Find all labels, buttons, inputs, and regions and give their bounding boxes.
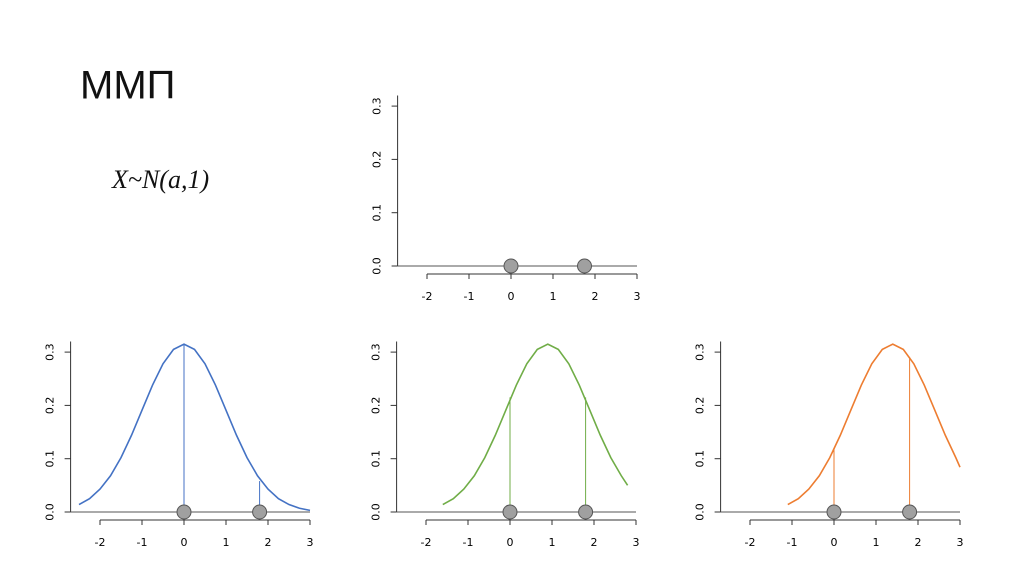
point [578,504,594,520]
y-tick-label: 0.2 [371,151,384,169]
x-tick-label: 3 [957,536,964,549]
x-tick-label: -2 [421,536,432,549]
y-tick-label: 0.2 [370,397,383,415]
point [176,504,192,520]
y-tick-label: 0.2 [44,397,57,415]
x-tick-label: 1 [223,536,230,549]
point [826,504,842,520]
x-tick-label: 3 [634,290,641,303]
x-tick-label: 0 [181,536,188,549]
point [577,258,592,274]
density-curve [78,343,311,512]
x-tick-label: -1 [787,536,798,549]
density-curve [787,343,961,506]
slide-title: ММП [80,64,175,108]
point [502,504,518,520]
y-tick-label: 0.3 [44,343,57,361]
x-tick-label: 1 [873,536,880,549]
point [252,504,268,520]
y-tick-label: 0.0 [694,503,707,521]
point [503,258,519,274]
x-tick-label: 0 [508,290,515,303]
x-tick-label: 1 [549,536,556,549]
y-tick-label: 0.2 [694,397,707,415]
point [902,504,918,520]
x-tick-label: 0 [831,536,838,549]
y-tick-label: 0.1 [371,204,384,222]
y-tick-label: 0.1 [370,450,383,468]
y-tick-label: 0.0 [44,503,57,521]
x-tick-label: -2 [422,290,433,303]
x-tick-label: 0 [507,536,514,549]
x-tick-label: 2 [592,290,599,303]
y-tick-label: 0.3 [370,343,383,361]
x-tick-label: 2 [915,536,922,549]
y-tick-label: 0.1 [44,450,57,468]
y-tick-label: 0.1 [694,450,707,468]
x-tick-label: 3 [633,536,640,549]
y-tick-label: 0.3 [694,343,707,361]
density-curve [442,343,629,506]
x-tick-label: 2 [591,536,598,549]
x-tick-label: -2 [95,536,106,549]
x-tick-label: -1 [137,536,148,549]
y-tick-label: 0.0 [371,257,384,275]
y-tick-label: 0.0 [370,503,383,521]
y-tick-label: 0.3 [371,97,384,115]
x-tick-label: -2 [745,536,756,549]
x-tick-label: -1 [463,536,474,549]
x-tick-label: 2 [265,536,272,549]
formula: X~N(a,1) [111,165,209,194]
x-tick-label: 1 [550,290,557,303]
x-tick-label: -1 [464,290,475,303]
x-tick-label: 3 [307,536,314,549]
